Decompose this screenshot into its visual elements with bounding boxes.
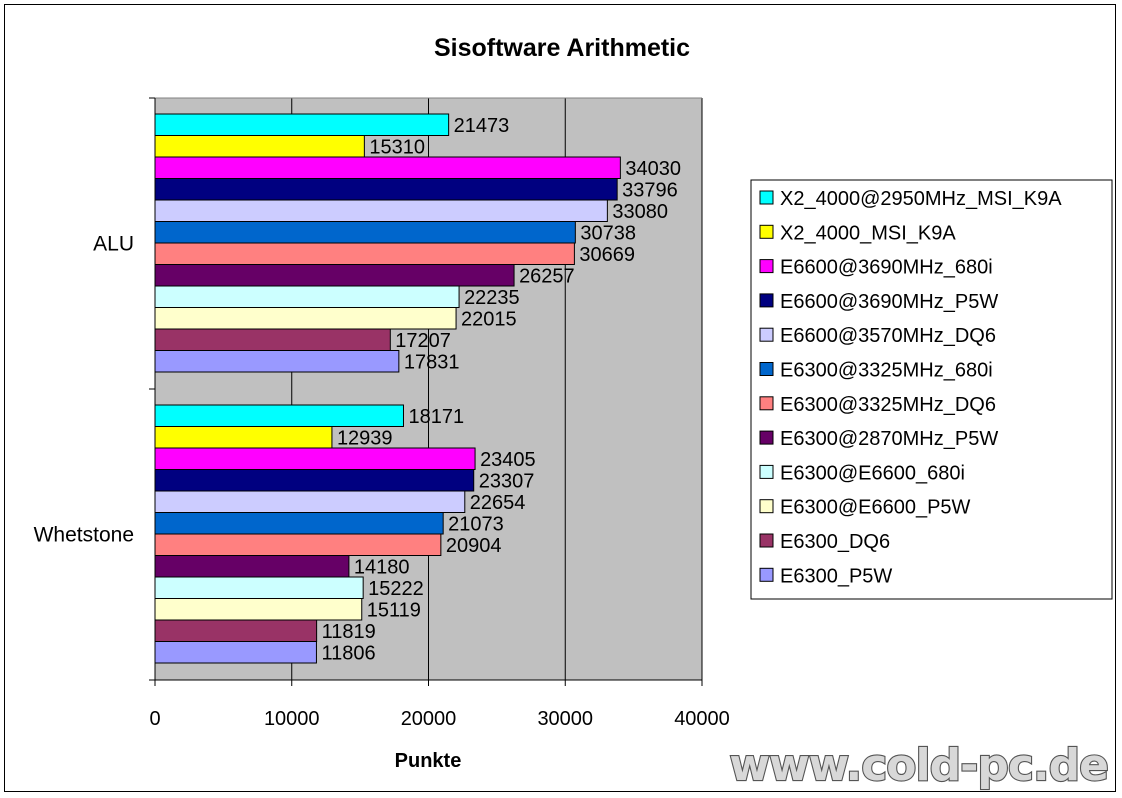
legend-swatch [759, 430, 774, 445]
bar-whetstone-10 [154, 619, 318, 642]
x-tick-label: 40000 [674, 708, 730, 730]
legend-entry: E6300_P5W [780, 565, 892, 587]
x-axis-title: Punkte [395, 750, 462, 772]
legend-entry: E6600@3690MHz_P5W [780, 291, 998, 313]
legend-swatch [759, 259, 774, 274]
legend-entry: E6600@3570MHz_DQ6 [780, 325, 996, 347]
axes: ALU Whetstone 0 10000 20000 30000 40000 [34, 97, 730, 730]
data-label: 21073 [448, 513, 504, 535]
bar-whetstone-4 [154, 490, 466, 513]
data-label: 34030 [625, 158, 681, 180]
legend-entry: E6300@E6600_680i [780, 462, 965, 484]
bar-whetstone-8 [154, 576, 364, 599]
x-tick-label: 0 [149, 708, 160, 730]
bar-alu-5 [154, 221, 576, 244]
bar-alu-4 [154, 199, 608, 222]
legend-swatch [759, 293, 774, 308]
legend-entry: E6300_DQ6 [780, 531, 890, 553]
legend-entry: E6300@3325MHz_680i [780, 360, 993, 382]
bar-alu-0 [154, 113, 450, 136]
legend-swatch [759, 499, 774, 514]
legend-swatch [759, 190, 774, 205]
data-label: 17831 [404, 351, 460, 373]
legend-swatch [759, 327, 774, 342]
bar-alu-1 [154, 135, 365, 158]
legend-entry: E6300@E6600_P5W [780, 497, 971, 519]
data-label: 22235 [464, 287, 520, 309]
data-label: 15222 [368, 578, 424, 600]
legend-swatch [759, 396, 774, 411]
data-label: 22654 [470, 492, 526, 514]
data-label: 15310 [369, 136, 425, 158]
data-label: 21473 [454, 115, 510, 137]
watermark-logo: www.cold-pc.de [729, 740, 1108, 791]
category-label: ALU [93, 233, 134, 256]
bar-whetstone-9 [154, 598, 363, 621]
bar-alu-6 [154, 242, 575, 265]
data-label: 20904 [446, 535, 502, 557]
chart-title: Sisoftware Arithmetic [434, 34, 690, 62]
bar-whetstone-5 [154, 512, 444, 535]
legend-entry: E6300@2870MHz_P5W [780, 428, 998, 450]
legend-entry: E6600@3690MHz_680i [780, 257, 993, 279]
data-label: 26257 [519, 265, 575, 287]
bar-alu-2 [154, 156, 621, 179]
data-label: 30738 [580, 222, 636, 244]
bar-whetstone-2 [154, 447, 476, 470]
data-label: 30669 [579, 244, 635, 266]
legend-swatch [759, 224, 774, 239]
data-label: 23405 [480, 449, 536, 471]
bar-whetstone-7 [154, 555, 350, 578]
bars [154, 113, 621, 664]
x-tick-label: 30000 [537, 708, 593, 730]
x-tick-label: 20000 [401, 708, 457, 730]
legend-entry: X2_4000_MSI_K9A [780, 222, 956, 244]
data-label: 15119 [367, 599, 421, 621]
data-label: 11819 [322, 621, 376, 643]
bar-alu-8 [154, 285, 460, 308]
x-tick-label: 10000 [264, 708, 320, 730]
data-label: 33796 [622, 179, 678, 201]
bar-alu-3 [154, 178, 618, 201]
data-label: 33080 [612, 201, 668, 223]
data-label: 12939 [337, 427, 393, 449]
bar-whetstone-11 [154, 641, 317, 664]
legend-swatch [759, 362, 774, 376]
bar-whetstone-3 [154, 469, 475, 492]
bar-whetstone-1 [154, 426, 333, 449]
bar-whetstone-6 [154, 533, 442, 556]
data-label: 17207 [395, 330, 451, 352]
bar-alu-10 [154, 328, 391, 351]
bar-whetstone-0 [154, 404, 404, 427]
data-label: 22015 [461, 308, 517, 330]
legend-box [750, 179, 1113, 600]
category-label: Whetstone [34, 524, 134, 547]
legend-swatch [759, 533, 774, 548]
bar-alu-7 [154, 264, 515, 287]
bar-alu-11 [154, 350, 400, 373]
legend-swatch [759, 567, 774, 582]
legend-entry: E6300@3325MHz_DQ6 [780, 394, 996, 416]
legend-swatch [759, 464, 774, 479]
data-label: 11806 [321, 642, 375, 664]
data-labels: 21473 15310 340303379633080307383066926257… [321, 115, 681, 665]
legend: X2_4000@2950MHz_MSI_K9A X2_4000_MSI_K9A E6… [750, 179, 1113, 600]
data-label: 18171 [408, 406, 464, 428]
data-label: 14180 [354, 556, 410, 578]
bar-alu-9 [154, 307, 457, 330]
data-label: 23307 [479, 470, 535, 492]
legend-entry: X2_4000@2950MHz_MSI_K9A [780, 188, 1062, 210]
